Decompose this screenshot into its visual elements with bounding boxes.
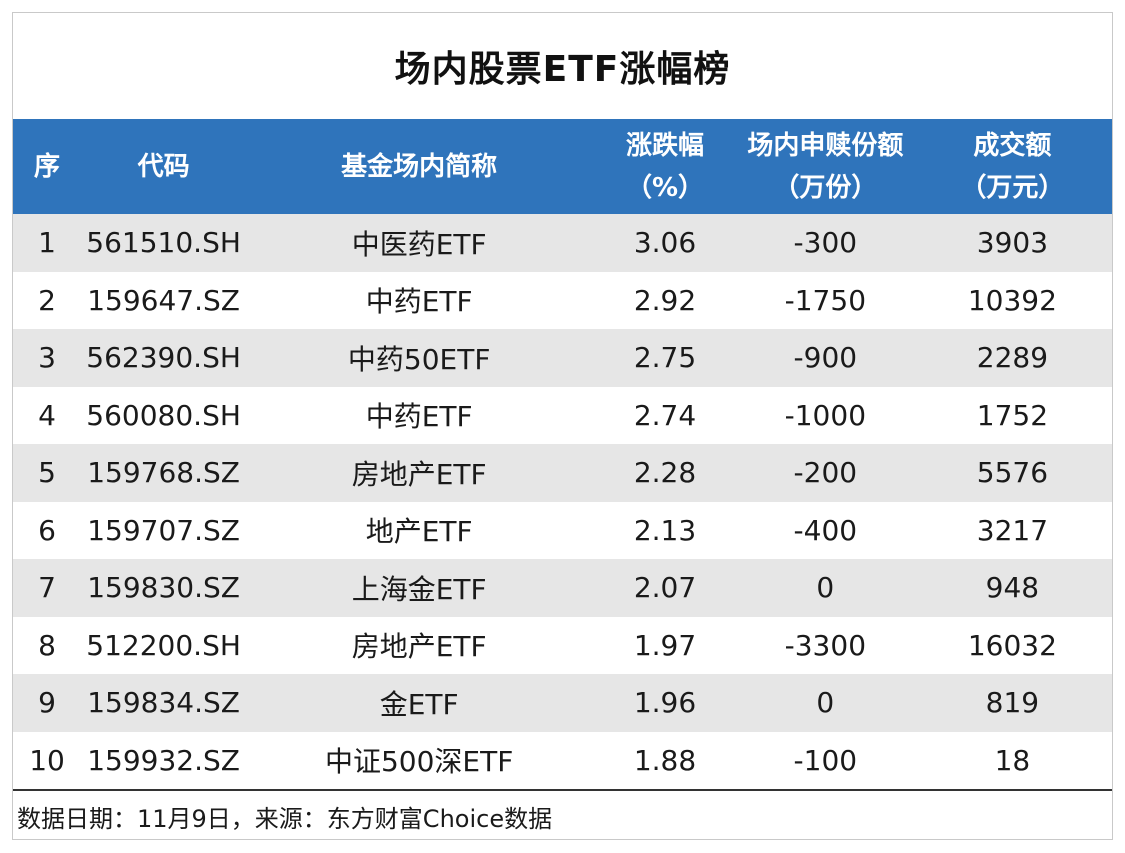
row-index: 7 <box>38 571 56 605</box>
row-index: 6 <box>38 513 56 547</box>
row-shares: -1750 <box>784 283 867 317</box>
header-code-label: 代码 <box>137 151 190 182</box>
header-index-label: 序 <box>34 151 61 182</box>
table-row: 5 159768.SZ 房地产ETF 2.28 -200 5576 <box>13 444 1112 502</box>
table-body: 1 561510.SH 中医药ETF 3.06 -300 3903 2 1596… <box>13 214 1112 789</box>
header-amount-line2: （万元） <box>960 172 1065 203</box>
row-amount: 5576 <box>976 456 1049 490</box>
row-shares: -200 <box>793 456 858 490</box>
row-shares: -900 <box>793 341 858 375</box>
header-change-line2: （%） <box>625 172 705 203</box>
page-title: 场内股票ETF涨幅榜 <box>394 49 731 90</box>
row-name: 中证500深ETF <box>324 745 514 779</box>
row-shares: -300 <box>793 226 858 260</box>
row-amount: 1752 <box>976 398 1049 432</box>
row-index: 1 <box>38 226 56 260</box>
table-row: 9 159834.SZ 金ETF 1.96 0 819 <box>13 674 1112 732</box>
row-code: 560080.SH <box>86 398 241 432</box>
row-name: 金ETF <box>379 687 459 721</box>
row-name: 房地产ETF <box>351 630 487 664</box>
row-shares: -400 <box>793 513 858 547</box>
table-row: 2 159647.SZ 中药ETF 2.92 -1750 10392 <box>13 271 1112 329</box>
row-name: 房地产ETF <box>351 457 487 491</box>
header-shares: 场内申赎份额 （万份） <box>738 119 913 214</box>
row-index: 2 <box>38 283 56 317</box>
header-change: 涨跌幅 （%） <box>592 119 738 214</box>
table-row: 3 562390.SH 中药50ETF 2.75 -900 2289 <box>13 329 1112 387</box>
row-code: 159647.SZ <box>87 283 240 317</box>
row-change: 2.75 <box>633 341 697 375</box>
row-code: 159830.SZ <box>87 571 240 605</box>
row-index: 4 <box>38 398 56 432</box>
row-shares: -3300 <box>784 628 867 662</box>
row-change: 2.07 <box>633 571 697 605</box>
row-amount: 948 <box>985 571 1040 605</box>
table-header: 序 代码 基金场内简称 涨跌幅 （%） 场内申赎份额 （万份） 成交额 （万元） <box>13 119 1112 214</box>
row-change: 2.92 <box>633 283 697 317</box>
row-code: 159834.SZ <box>87 686 240 720</box>
header-code: 代码 <box>81 119 246 214</box>
row-change: 1.88 <box>633 743 697 777</box>
row-code: 159707.SZ <box>87 513 240 547</box>
row-amount: 16032 <box>967 628 1057 662</box>
row-code: 512200.SH <box>86 628 241 662</box>
row-name: 中药ETF <box>365 400 473 434</box>
row-name: 地产ETF <box>365 515 473 549</box>
header-name: 基金场内简称 <box>246 119 592 214</box>
row-change: 2.74 <box>633 398 697 432</box>
header-shares-line1: 场内申赎份额 <box>747 130 904 161</box>
row-name: 中药50ETF <box>347 342 491 376</box>
row-index: 10 <box>29 743 65 777</box>
etf-table-card: 场内股票ETF涨幅榜 序 代码 基金场内简称 涨跌幅 （%） 场内申赎份额 （万… <box>12 12 1113 840</box>
row-code: 159768.SZ <box>87 456 240 490</box>
table-row: 10 159932.SZ 中证500深ETF 1.88 -100 18 <box>13 731 1112 789</box>
row-change: 2.13 <box>633 513 697 547</box>
header-amount-line1: 成交额 <box>973 130 1052 161</box>
row-amount: 2289 <box>976 341 1049 375</box>
header-name-label: 基金场内简称 <box>341 151 498 182</box>
table-row: 1 561510.SH 中医药ETF 3.06 -300 3903 <box>13 214 1112 272</box>
row-index: 3 <box>38 341 56 375</box>
row-amount: 3903 <box>976 226 1049 260</box>
row-amount: 819 <box>985 686 1040 720</box>
row-code: 561510.SH <box>86 226 241 260</box>
header-shares-line2: （万份） <box>773 172 878 203</box>
row-change: 3.06 <box>633 226 697 260</box>
row-shares: 0 <box>816 686 835 720</box>
row-shares: 0 <box>816 571 835 605</box>
table-row: 8 512200.SH 房地产ETF 1.97 -3300 16032 <box>13 616 1112 674</box>
row-index: 8 <box>38 628 56 662</box>
row-shares: -100 <box>793 743 858 777</box>
row-code: 159932.SZ <box>87 743 240 777</box>
row-change: 1.96 <box>633 686 697 720</box>
row-index: 9 <box>38 686 56 720</box>
row-amount: 3217 <box>976 513 1049 547</box>
row-code: 562390.SH <box>86 341 241 375</box>
source-note: 数据日期：11月9日，来源：东方财富Choice数据 <box>13 789 1112 841</box>
row-name: 中医药ETF <box>351 227 487 261</box>
row-amount: 10392 <box>967 283 1057 317</box>
header-amount: 成交额 （万元） <box>913 119 1112 214</box>
row-name: 中药ETF <box>365 285 473 319</box>
header-index: 序 <box>13 119 81 214</box>
table-row: 6 159707.SZ 地产ETF 2.13 -400 3217 <box>13 501 1112 559</box>
row-amount: 18 <box>994 743 1031 777</box>
row-change: 1.97 <box>633 628 697 662</box>
row-index: 5 <box>38 456 56 490</box>
header-change-line1: 涨跌幅 <box>625 130 704 161</box>
row-change: 2.28 <box>633 456 697 490</box>
table-row: 4 560080.SH 中药ETF 2.74 -1000 1752 <box>13 386 1112 444</box>
table-row: 7 159830.SZ 上海金ETF 2.07 0 948 <box>13 559 1112 617</box>
row-shares: -1000 <box>784 398 867 432</box>
row-name: 上海金ETF <box>351 572 487 606</box>
